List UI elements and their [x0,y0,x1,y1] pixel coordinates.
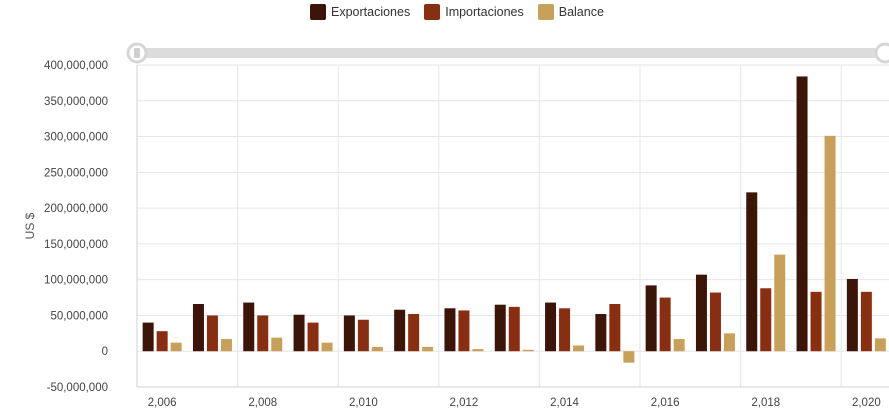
bar-importaciones[interactable] [408,314,420,352]
x-tick-label: 2,012 [450,397,479,409]
y-tick-label: 400,000,000 [44,60,108,72]
bar-importaciones[interactable] [760,288,772,352]
y-tick-label: 350,000,000 [44,96,108,108]
legend-swatch-exportaciones [310,4,326,20]
bar-importaciones[interactable] [508,306,520,352]
legend-item-exportaciones[interactable]: Exportaciones [310,4,410,20]
range-slider-left-grip [134,48,140,58]
bar-exportaciones[interactable] [545,302,557,352]
y-axis-ticks: 400,000,000 350,000,000 300,000,000 250,000… [44,60,108,394]
bar-balance[interactable] [522,349,534,352]
bar-balance[interactable] [321,342,333,352]
bar-balance[interactable] [472,349,484,352]
bar-exportaciones[interactable] [444,308,456,352]
y-tick-label: -50,000,000 [47,382,108,394]
bar-importaciones[interactable] [810,291,822,352]
legend-label-exportaciones: Exportaciones [331,5,411,19]
legend-item-balance[interactable]: Balance [537,4,604,20]
bar-importaciones[interactable] [206,315,218,352]
bar-exportaciones[interactable] [343,315,355,352]
bar-importaciones[interactable] [709,292,721,352]
legend-swatch-balance [537,4,554,20]
bar-balance[interactable] [573,345,585,352]
bar-balance[interactable] [170,342,182,352]
x-tick-label: 2,010 [349,397,378,409]
bar-exportaciones[interactable] [494,304,506,352]
y-tick-label: 100,000,000 [44,275,108,287]
bar-exportaciones[interactable] [192,303,204,352]
bar-importaciones[interactable] [609,303,621,352]
x-tick-label: 2,006 [148,397,177,409]
bar-importaciones[interactable] [458,310,470,352]
bar-importaciones[interactable] [860,291,872,352]
legend-swatch-importaciones [424,4,441,20]
legend-label-importaciones: Importaciones [445,5,524,19]
x-axis-ticks: 2,006 2,008 2,010 2,012 2,014 2,016 2,018 2,020 [148,397,881,409]
bar-balance[interactable] [371,346,383,352]
legend-item-importaciones[interactable]: Importaciones [424,4,524,20]
y-tick-label: 200,000,000 [44,203,108,215]
bars [142,76,886,363]
bar-importaciones[interactable] [659,297,671,352]
y-axis-title: US $ [23,212,37,239]
bar-balance[interactable] [673,339,685,352]
range-slider-track[interactable] [137,48,885,58]
bar-balance[interactable] [271,337,283,352]
bar-balance[interactable] [874,338,886,352]
bar-exportaciones[interactable] [243,302,255,352]
bar-importaciones[interactable] [559,308,571,352]
x-tick-label: 2,020 [852,397,881,409]
y-tick-label: 300,000,000 [44,132,108,144]
bar-balance[interactable] [824,135,836,352]
bar-exportaciones[interactable] [695,274,707,352]
bar-exportaciones[interactable] [846,278,858,352]
y-tick-label: 150,000,000 [44,239,108,251]
bar-importaciones[interactable] [357,319,369,352]
bar-exportaciones[interactable] [746,192,758,352]
x-tick-label: 2,008 [248,397,277,409]
bar-balance[interactable] [623,351,635,363]
bar-exportaciones[interactable] [796,76,808,352]
bar-exportaciones[interactable] [645,285,657,352]
range-slider[interactable] [126,42,889,64]
x-tick-label: 2,018 [751,397,780,409]
bar-exportaciones[interactable] [293,314,305,352]
range-slider-right-handle[interactable] [874,42,889,64]
bar-exportaciones[interactable] [595,314,607,352]
bar-balance[interactable] [774,254,786,352]
bar-exportaciones[interactable] [394,309,406,352]
y-tick-label: 250,000,000 [44,167,108,179]
bar-balance[interactable] [422,346,434,352]
x-tick-label: 2,016 [651,397,680,409]
legend: Exportaciones Importaciones Balance [310,4,604,20]
x-tick-label: 2,014 [550,397,579,409]
bar-exportaciones[interactable] [142,322,154,352]
bar-balance[interactable] [220,339,232,352]
bar-importaciones[interactable] [156,331,168,352]
y-tick-label: 50,000,000 [50,310,108,322]
bar-balance[interactable] [723,333,735,352]
legend-label-balance: Balance [558,5,604,19]
y-tick-label: 0 [102,346,108,358]
bar-importaciones[interactable] [307,322,319,352]
bar-importaciones[interactable] [257,315,269,352]
